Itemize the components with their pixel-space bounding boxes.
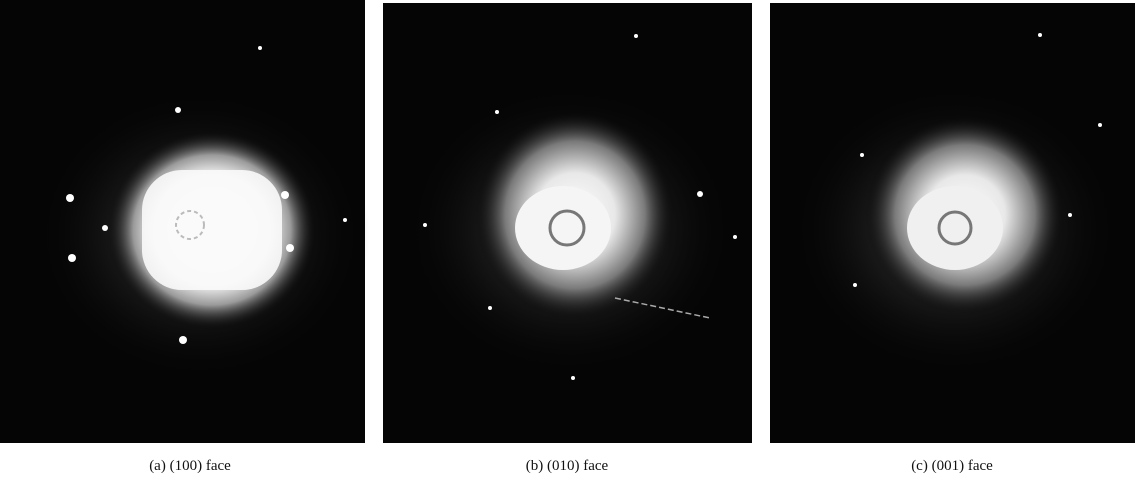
- figure: (a) (100) face (b) (010) face (c) (001) …: [0, 0, 1135, 481]
- panel-a: [0, 0, 370, 443]
- bright-core: [515, 186, 611, 270]
- caption: (c) (001) face: [911, 458, 993, 474]
- caption: (a) (100) face: [149, 458, 231, 474]
- caption: (b) (010) face: [526, 458, 609, 474]
- bright-core: [907, 186, 1003, 270]
- bright-core: [142, 170, 282, 290]
- panel-c: [770, 3, 1135, 443]
- panel-b: [383, 3, 752, 443]
